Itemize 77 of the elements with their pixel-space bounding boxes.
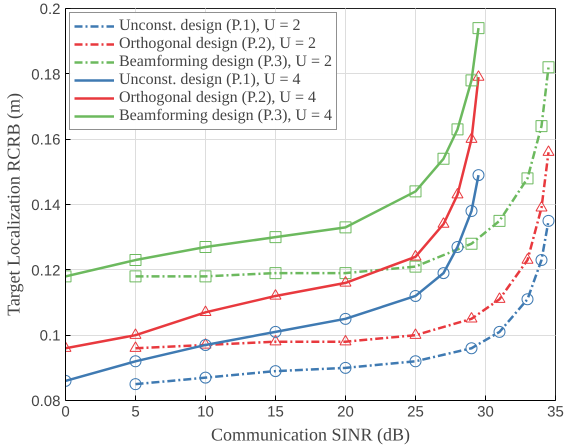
x-tick-label: 30 (477, 404, 494, 420)
point (270, 289, 282, 300)
point (494, 292, 506, 303)
point (494, 326, 506, 338)
legend-label: Beamforming design (P.3), U = 4 (119, 107, 332, 125)
point (536, 254, 548, 266)
x-axis-title: Communication SINR (dB) (211, 424, 410, 444)
point (340, 276, 352, 287)
point (466, 238, 478, 250)
point (270, 334, 282, 346)
legend-label: Beamforming design (P.3), U = 2 (119, 53, 332, 71)
y-tick-label: 0.18 (31, 66, 61, 84)
point (438, 267, 450, 280)
point (410, 290, 422, 302)
x-tick-label: 15 (267, 404, 284, 420)
x-tick-label: 5 (131, 404, 140, 420)
point (340, 362, 352, 374)
point (466, 74, 478, 86)
point (130, 341, 142, 352)
point (466, 312, 478, 323)
point (466, 342, 478, 354)
x-tick-label: 25 (407, 404, 424, 420)
point (410, 185, 422, 198)
x-tick-label: 0 (61, 404, 70, 420)
y-axis-title: Target Localization RCRB (m) (3, 93, 24, 316)
point (410, 250, 422, 260)
point (130, 328, 142, 339)
point (130, 378, 142, 390)
point (452, 240, 464, 253)
point (270, 365, 282, 378)
point (452, 188, 464, 198)
point (472, 22, 484, 34)
point (466, 132, 478, 143)
y-tick-label: 0.08 (31, 393, 61, 410)
legend-label: Unconst. design (P.1), U = 2 (119, 17, 300, 35)
point (466, 205, 478, 218)
point (536, 200, 548, 212)
point (542, 145, 554, 156)
point (200, 270, 212, 282)
point (200, 372, 212, 384)
point (340, 334, 352, 346)
point (522, 293, 534, 306)
legend-label: Orthogonal design (P.2), U = 4 (119, 89, 316, 107)
point (522, 253, 534, 264)
point (130, 270, 142, 282)
x-tick-label: 35 (547, 404, 564, 420)
legend-label: Unconst. design (P.1), U = 4 (119, 71, 300, 89)
y-tick-label: 0.2 (40, 1, 61, 18)
point (522, 172, 534, 184)
point (340, 221, 352, 234)
point (270, 267, 282, 280)
x-tick-label: 20 (337, 404, 354, 420)
point (536, 120, 548, 132)
point (410, 260, 422, 273)
point (200, 240, 212, 253)
point (542, 214, 554, 227)
y-tick-label: 0.14 (31, 197, 61, 214)
x-tick-label: 10 (197, 404, 214, 420)
point (438, 152, 450, 165)
point (270, 231, 282, 244)
point (452, 123, 464, 136)
y-tick-label: 0.12 (31, 262, 61, 280)
point (410, 355, 422, 368)
y-tick-label: 0.1 (40, 328, 61, 345)
point (542, 61, 554, 74)
point (340, 267, 352, 280)
point (494, 214, 506, 227)
y-tick-label: 0.16 (31, 132, 61, 149)
point (410, 328, 422, 339)
point (130, 254, 142, 266)
point (130, 355, 142, 368)
legend-label: Orthogonal design (P.2), U = 2 (119, 35, 316, 53)
point (270, 326, 282, 338)
point (340, 312, 352, 325)
point (472, 169, 484, 182)
point (438, 217, 450, 228)
point (200, 305, 212, 316)
